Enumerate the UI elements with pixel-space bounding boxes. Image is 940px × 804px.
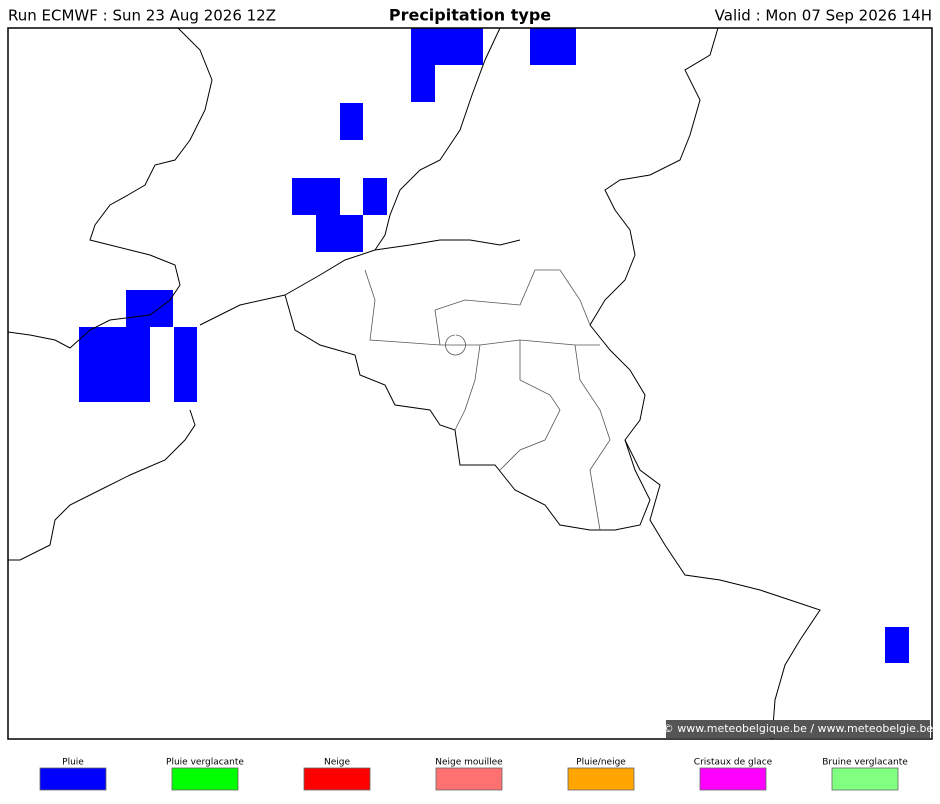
- cell: [126, 290, 173, 327]
- cell: [411, 65, 435, 102]
- cell: [316, 215, 363, 252]
- legend-label: Cristaux de glace: [694, 758, 773, 768]
- coastline-netherlands: [374, 27, 501, 251]
- belgium-border: [284, 294, 651, 531]
- legend-swatch: [303, 767, 371, 791]
- precipitation-cells: [79, 28, 909, 663]
- legend-swatch: [567, 767, 635, 791]
- legend-swatch: [699, 767, 767, 791]
- legend-label: Bruine verglacante: [822, 758, 908, 768]
- legend-swatch: [171, 767, 239, 791]
- valid-label: Valid : Mon 07 Sep 2026 14H: [715, 7, 932, 25]
- map-frame: [7, 27, 933, 740]
- legend-label: Pluie/neige: [576, 758, 626, 768]
- coastline-france: [284, 239, 521, 296]
- credit: © www.meteobelgique.be / www.meteobelgie…: [663, 722, 934, 735]
- legend-swatch: [435, 767, 503, 791]
- legend-swatch: [831, 767, 899, 791]
- coastline-england: [7, 27, 213, 349]
- cell: [363, 178, 387, 215]
- credit-box: [666, 720, 930, 738]
- title: Precipitation type: [389, 6, 551, 25]
- cell: [79, 327, 150, 402]
- cell: [530, 28, 576, 65]
- cell: [292, 178, 340, 215]
- cell: [411, 28, 483, 65]
- legend: Pluie Pluie verglacante Neige Neige mouille…: [39, 758, 908, 791]
- coastline-england-south: [8, 294, 286, 561]
- legend-label: Pluie: [62, 758, 84, 768]
- legend-swatch: [39, 767, 107, 791]
- legend-label: Neige: [324, 758, 350, 768]
- region-borders: [364, 269, 611, 531]
- cell: [340, 103, 363, 140]
- cell: [885, 627, 909, 663]
- map: [7, 27, 909, 740]
- run-label: Run ECMWF : Sun 23 Aug 2026 12Z: [8, 7, 276, 25]
- cell: [174, 327, 197, 402]
- legend-label: Neige mouillee: [435, 758, 503, 768]
- germany-border: [589, 27, 821, 740]
- legend-label: Pluie verglacante: [166, 758, 244, 768]
